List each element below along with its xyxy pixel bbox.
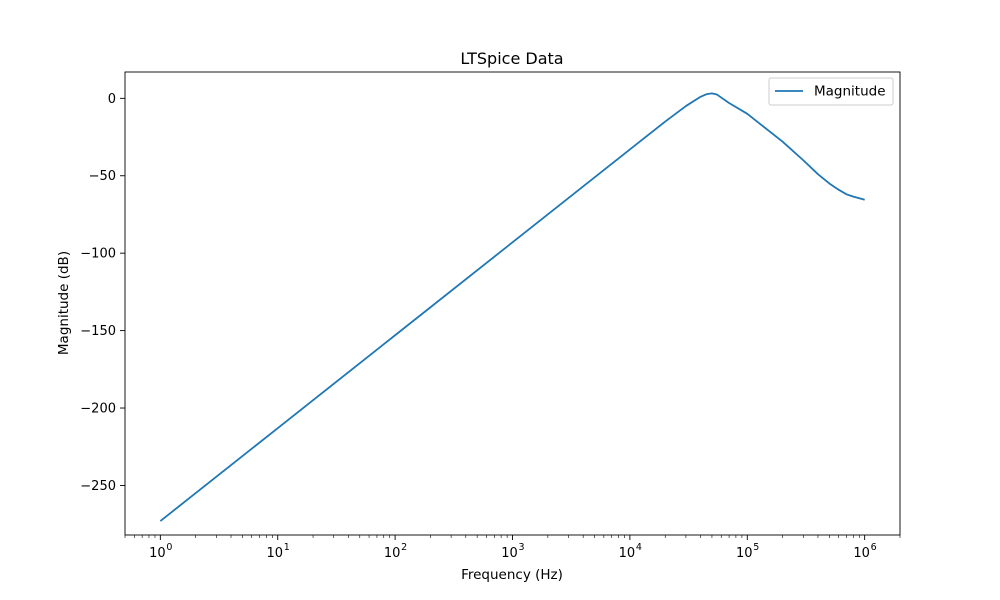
- x-minor-ticks: [124, 535, 901, 538]
- x-tick-label: 10: [736, 546, 753, 561]
- y-tick-label: −50: [89, 169, 116, 184]
- x-tick-label: 10: [853, 546, 870, 561]
- x-tick-exponent: 1: [284, 542, 290, 553]
- x-tick-exponent: 6: [871, 542, 877, 553]
- x-tick-exponent: 2: [401, 542, 407, 553]
- legend-box: [768, 77, 894, 106]
- y-tick-label: −100: [80, 247, 116, 262]
- y-tick-label: −150: [80, 324, 116, 339]
- x-tick-exponent: 4: [636, 542, 642, 553]
- x-tick-label: 10: [619, 546, 636, 561]
- x-tick-exponent: 0: [166, 542, 172, 553]
- legend-label: Magnitude: [814, 84, 886, 100]
- legend: Magnitude: [768, 77, 894, 106]
- plot-area: 10 0 10 1 10 2 10 3 10 4 10 5 10 6 0−50−100−150−200−2…: [80, 71, 901, 561]
- x-axis-label: Frequency (Hz): [461, 567, 563, 583]
- x-tick-label: 10: [266, 546, 283, 561]
- x-tick-exponent: 3: [519, 542, 525, 553]
- x-tick-label: 10: [384, 546, 401, 561]
- x-tick-label: 10: [149, 546, 166, 561]
- x-axis-ticks: 10 0 10 1 10 2 10 3 10 4 10 5 10 6: [149, 535, 877, 561]
- magnitude-line: [159, 92, 865, 522]
- y-tick-label: 0: [108, 92, 116, 107]
- y-tick-label: −250: [80, 479, 116, 494]
- x-tick-exponent: 5: [753, 542, 759, 553]
- axes-frame: [124, 71, 901, 536]
- y-axis-label: Magnitude (dB): [56, 251, 72, 355]
- x-tick-label: 10: [501, 546, 518, 561]
- y-axis-ticks: 0 −50 −100 −150 −200 −250: [80, 92, 125, 494]
- y-tick-label: −200: [80, 402, 116, 417]
- chart-title: LTSpice Data: [460, 49, 563, 68]
